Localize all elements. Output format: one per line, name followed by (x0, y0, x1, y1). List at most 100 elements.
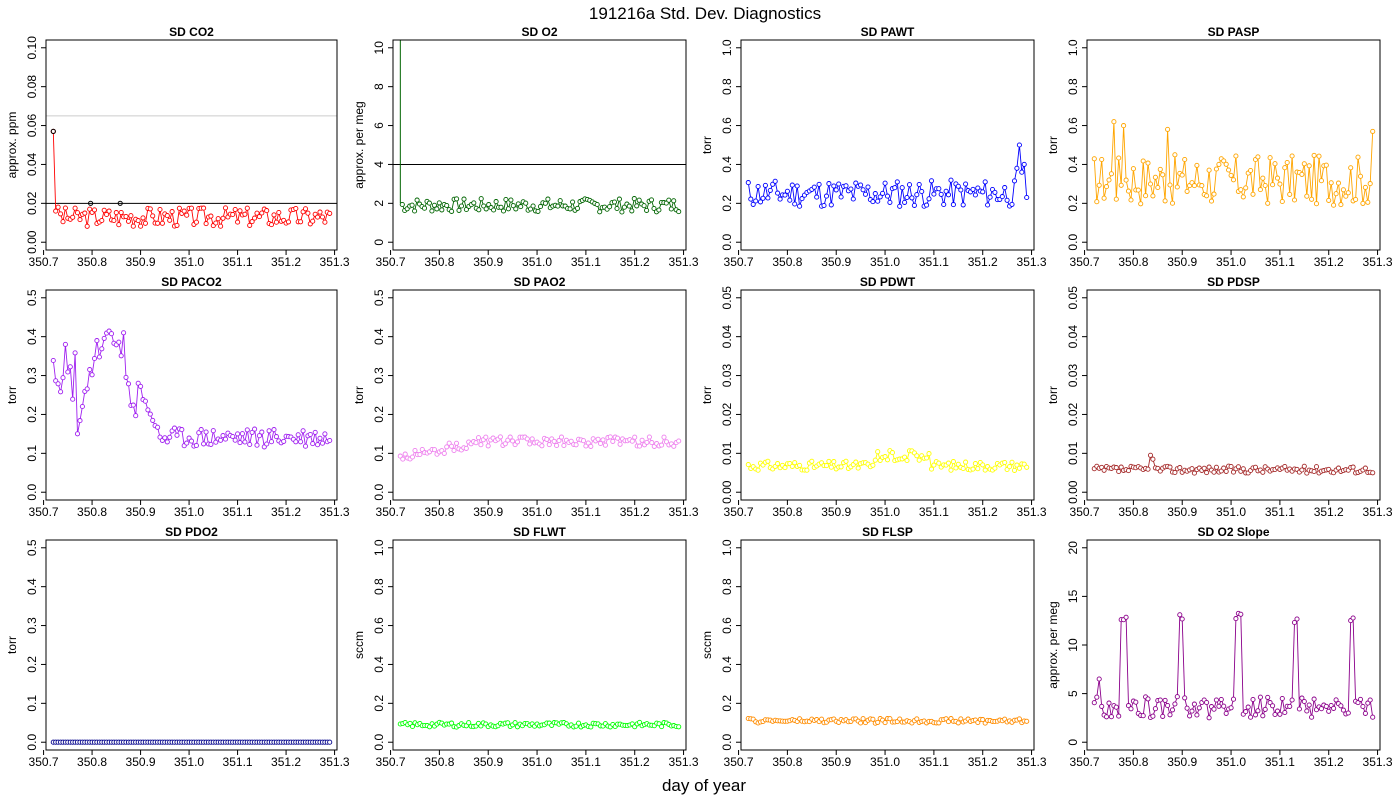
panel-title: SD PDO2 (165, 525, 218, 539)
data-point (671, 198, 677, 204)
data-point (201, 205, 207, 211)
data-point (1362, 184, 1368, 190)
data-point (1125, 468, 1132, 474)
data-point (1350, 464, 1356, 470)
data-point (887, 199, 893, 205)
data-point (140, 215, 146, 221)
y-tick-label: 0.3 (372, 367, 386, 384)
data-point (588, 724, 594, 730)
data-point (646, 434, 652, 440)
data-point (870, 199, 876, 205)
data-point (1179, 616, 1185, 622)
x-tick-label: 351.0 (522, 755, 552, 769)
data-point (814, 194, 820, 200)
x-tick-label: 350.9 (1167, 505, 1197, 519)
data-point (648, 197, 655, 203)
data-point (67, 364, 73, 370)
data-point (1223, 468, 1229, 474)
data-point (508, 197, 514, 203)
data-point (1291, 197, 1298, 203)
data-point (213, 220, 219, 226)
data-point (853, 459, 859, 465)
data-point (254, 210, 260, 216)
data-point (507, 434, 513, 440)
data-point (523, 200, 529, 206)
data-point (1272, 711, 1278, 718)
y-tick-label: 0.4 (25, 328, 39, 345)
data-point (544, 436, 550, 442)
data-point (249, 429, 255, 435)
data-point (765, 458, 771, 464)
data-point (542, 200, 548, 206)
data-point (1094, 199, 1100, 205)
data-point (252, 215, 258, 221)
data-point (1147, 452, 1154, 458)
data-point (230, 433, 236, 440)
data-point (570, 199, 576, 205)
y-tick-label: 0.2 (372, 695, 386, 712)
data-point (1262, 182, 1268, 189)
x-tick-label: 351.2 (620, 505, 650, 519)
data-point (865, 184, 871, 190)
data-point (671, 443, 677, 449)
data-point (512, 720, 518, 726)
x-tick-label: 350.8 (424, 255, 454, 269)
data-point (1240, 194, 1246, 200)
data-point (1343, 193, 1349, 199)
data-point (661, 434, 667, 440)
data-point (142, 398, 148, 404)
data-point (91, 207, 98, 213)
data-point (138, 223, 144, 229)
data-point (1103, 714, 1110, 720)
data-point (1167, 464, 1173, 470)
data-point (50, 357, 56, 364)
data-point (498, 204, 504, 210)
data-point (619, 209, 625, 215)
x-tick-label: 351.3 (669, 255, 699, 269)
data-point (138, 383, 144, 389)
y-tick-label: 0.05 (720, 286, 734, 310)
data-point (1118, 464, 1124, 470)
data-point (1167, 182, 1173, 188)
x-tick-label: 350.8 (77, 755, 107, 769)
y-axis-label: approx. per meg (352, 101, 366, 188)
data-point (1106, 700, 1112, 706)
data-point (441, 450, 447, 456)
data-point (1016, 465, 1022, 471)
data-point (1223, 710, 1229, 716)
data-point (242, 211, 248, 217)
y-tick-label: 0.01 (720, 441, 734, 465)
data-point (259, 429, 265, 435)
data-point (882, 180, 888, 186)
data-point (162, 435, 168, 441)
data-point (1233, 616, 1239, 622)
x-tick-label: 350.7 (1070, 755, 1100, 769)
data-point (1211, 706, 1217, 712)
x-tick-label: 351.0 (174, 255, 204, 269)
y-tick-label: 0.00 (720, 480, 734, 504)
data-point (1287, 191, 1293, 197)
data-point (1270, 703, 1276, 709)
y-axis-label: sccm (700, 631, 714, 659)
data-point (273, 219, 279, 225)
y-tick-label: 1.0 (372, 539, 386, 556)
data-point (147, 411, 153, 417)
data-point (1255, 154, 1261, 160)
data-point (1169, 200, 1176, 206)
panel-title: SD PASP (1208, 25, 1260, 39)
data-point (254, 442, 260, 448)
data-point (555, 203, 561, 209)
data-point (843, 458, 849, 464)
x-tick-label: 350.7 (1070, 255, 1100, 269)
data-point (914, 453, 920, 459)
y-tick-label: 0 (372, 239, 386, 246)
data-point (1279, 695, 1285, 702)
data-point (1331, 202, 1337, 208)
data-point (804, 467, 810, 473)
data-point (247, 222, 253, 228)
data-point (794, 183, 800, 189)
data-point (870, 462, 876, 468)
x-tick-label: 350.8 (772, 505, 802, 519)
data-point (1318, 178, 1324, 184)
data-point (530, 203, 536, 209)
